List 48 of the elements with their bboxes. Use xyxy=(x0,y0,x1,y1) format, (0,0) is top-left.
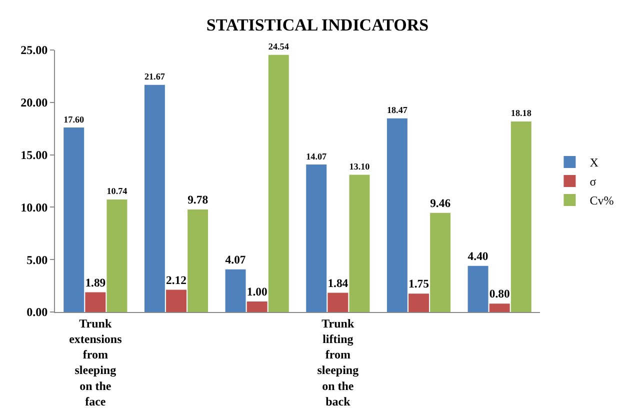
bar xyxy=(408,294,429,312)
data-label: 1.75 xyxy=(408,278,430,291)
bar xyxy=(225,269,246,312)
data-label: 13.10 xyxy=(349,161,370,172)
bar xyxy=(386,118,408,312)
bar xyxy=(85,292,106,312)
y-tick-label: 15.00 xyxy=(20,148,48,162)
data-label: 0.80 xyxy=(489,288,510,301)
data-label: 2.12 xyxy=(166,274,187,287)
bar xyxy=(328,292,348,312)
data-label: 18.47 xyxy=(386,105,408,116)
data-label: 1.84 xyxy=(328,276,348,290)
data-label: 21.67 xyxy=(144,72,166,82)
y-tick-label: 25.00 xyxy=(20,43,48,58)
bar xyxy=(349,174,370,312)
bar xyxy=(268,54,289,312)
data-label: 1.89 xyxy=(85,276,106,290)
bar xyxy=(510,121,532,312)
bar xyxy=(166,290,186,312)
data-label: 10.74 xyxy=(106,186,128,196)
data-label: 18.18 xyxy=(510,108,532,118)
data-label: 1.00 xyxy=(246,286,268,299)
data-label: 4.40 xyxy=(468,250,488,263)
x-tick-label: Trunk extensions from sleeping on the face xyxy=(69,316,122,408)
bar xyxy=(144,84,165,312)
data-label: 14.07 xyxy=(306,151,328,162)
data-label: 9.78 xyxy=(188,194,208,207)
bar xyxy=(188,210,208,312)
x-tick-label: Trunk lifting from sleeping on the back xyxy=(317,316,359,408)
bar xyxy=(468,266,488,312)
y-tick-label: 20.00 xyxy=(20,96,48,110)
bar xyxy=(489,304,510,312)
data-label: 4.07 xyxy=(225,253,246,266)
bar xyxy=(306,164,327,312)
y-tick-label: 5.00 xyxy=(26,252,48,267)
y-tick-label: 10.00 xyxy=(20,200,48,214)
legend-label: σ xyxy=(590,174,597,189)
bar xyxy=(106,199,128,312)
chart-title: STATISTICAL INDICATORS xyxy=(206,15,429,34)
data-label: 17.60 xyxy=(64,114,85,124)
bar xyxy=(64,128,84,312)
bar xyxy=(430,212,451,312)
bar xyxy=(246,302,268,312)
y-tick-label: 0.00 xyxy=(26,305,48,320)
data-label: 24.54 xyxy=(268,42,290,52)
legend-label: X xyxy=(590,156,599,170)
data-label: 9.46 xyxy=(430,196,451,210)
legend-label: Cv% xyxy=(590,194,614,208)
